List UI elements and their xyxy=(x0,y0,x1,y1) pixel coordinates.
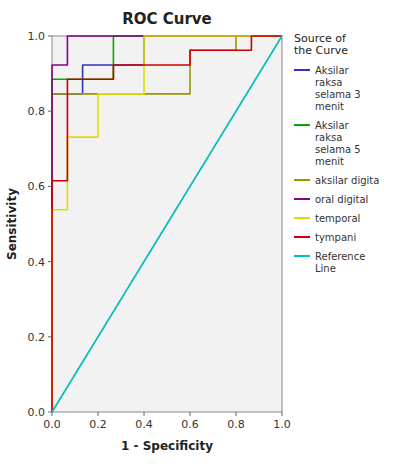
text-line: raksa xyxy=(315,132,342,143)
plot-area xyxy=(52,36,282,412)
roc-line xyxy=(52,36,282,412)
text-line: menit xyxy=(315,101,344,112)
x-tick-label: 0.8 xyxy=(227,418,245,431)
legend-title: Source ofthe Curve xyxy=(294,32,348,57)
chart: 0.0 0.2 0.4 0.6 0.8 1.0 0.0 0.2 0.4 0.6 0.8 1.0 ROC … xyxy=(0,0,398,470)
text-line: Aksilar xyxy=(315,65,350,76)
roc-line xyxy=(52,36,282,412)
legend-swatch xyxy=(294,236,310,238)
y-tick-label: 0.8 xyxy=(28,105,46,118)
roc-line xyxy=(52,36,282,412)
x-tick-label: 0.4 xyxy=(135,418,153,431)
y-tick xyxy=(48,36,52,37)
lines xyxy=(52,36,282,412)
legend-entry: Aksilarraksaselama 3menit xyxy=(315,65,361,112)
y-tick-label: 1.0 xyxy=(28,30,46,43)
y-tick-label: 0.6 xyxy=(28,180,46,193)
roc-line xyxy=(52,36,282,412)
x-tick-label: 1.0 xyxy=(273,418,291,431)
text-line: raksa xyxy=(315,77,342,88)
y-tick-label: 0.2 xyxy=(28,331,46,344)
text-line: aksilar digita xyxy=(315,175,379,186)
legend: Source ofthe CurveAksilarraksaselama 3me… xyxy=(294,32,379,274)
x-tick xyxy=(144,412,145,416)
legend-swatch xyxy=(294,69,310,71)
text-line: Line xyxy=(315,263,336,274)
x-tick-label: 0.0 xyxy=(43,418,61,431)
text-line: temporal xyxy=(315,213,360,224)
text-line: Reference xyxy=(315,251,365,262)
text-line: menit xyxy=(315,156,344,167)
y-axis-label: Sensitivity xyxy=(5,188,19,260)
x-tick xyxy=(190,412,191,416)
x-tick xyxy=(282,412,283,416)
x-tick-label: 0.2 xyxy=(89,418,107,431)
legend-entry: Aksilarraksaselama 5menit xyxy=(315,120,361,167)
y-tick-label: 0.0 xyxy=(28,406,46,419)
legend-swatch xyxy=(294,255,310,257)
x-tick xyxy=(98,412,99,416)
y-tick-label: 0.4 xyxy=(28,256,46,269)
text-line: selama 5 xyxy=(315,144,361,155)
legend-swatch xyxy=(294,124,310,126)
legend-entry: ReferenceLine xyxy=(315,251,365,274)
legend-entry: oral digital xyxy=(315,194,368,205)
legend-swatch xyxy=(294,198,310,200)
text-line: oral digital xyxy=(315,194,368,205)
x-tick xyxy=(236,412,237,416)
legend-swatch xyxy=(294,179,310,181)
roc-line xyxy=(52,36,282,412)
title: ROC Curve xyxy=(122,10,212,28)
text-line: tympani xyxy=(315,232,356,243)
legend-swatch xyxy=(294,217,310,219)
legend-entry: temporal xyxy=(315,213,360,224)
text-line: Aksilar xyxy=(315,120,350,131)
legend-entry: tympani xyxy=(315,232,356,243)
x-tick-label: 0.6 xyxy=(181,418,199,431)
text-line: selama 3 xyxy=(315,89,361,100)
roc-line xyxy=(52,36,282,412)
roc-line xyxy=(52,36,282,412)
legend-entry: aksilar digita xyxy=(315,175,379,186)
text-line: the Curve xyxy=(294,44,348,57)
x-tick xyxy=(52,412,53,416)
x-axis-label: 1 - Specificity xyxy=(121,439,213,453)
